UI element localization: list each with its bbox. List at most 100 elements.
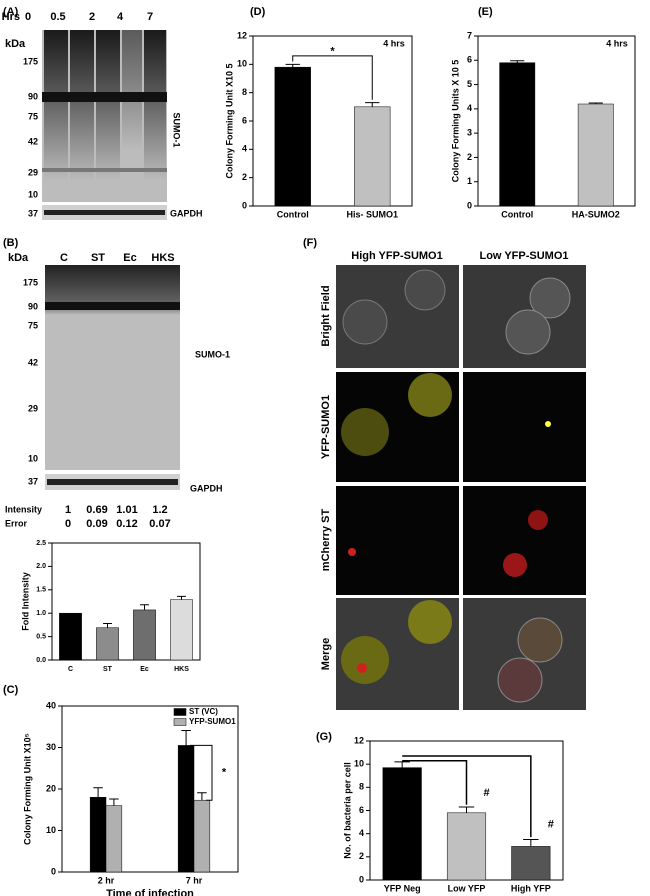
lane-label: 7 — [147, 11, 153, 23]
bar — [577, 103, 614, 207]
y-axis-label: Colony Forming Units X 10 5 — [450, 60, 460, 183]
row-label: Intensity — [5, 504, 42, 514]
error-value: 0.12 — [116, 518, 137, 530]
bracket — [190, 744, 213, 801]
panel-label: (E) — [478, 6, 493, 18]
lane-label: HKS — [151, 252, 174, 264]
bar — [446, 812, 487, 881]
error-bar — [109, 798, 119, 806]
row-label: YFP-SUMO1 — [320, 395, 332, 459]
error-bar — [93, 787, 103, 798]
y-tick-label: 1.5 — [36, 587, 46, 594]
y-tick-label: 12 — [237, 30, 247, 40]
x-tick-label: Ec — [140, 666, 149, 673]
error-bar — [177, 595, 186, 600]
intensity-value: 1.2 — [152, 504, 167, 516]
x-axis-label: Time of infection — [106, 888, 194, 896]
band-label: SUMO-1 — [195, 349, 230, 359]
marker-label: 90 — [28, 91, 38, 101]
error-bar — [285, 63, 300, 68]
x-tick-label: C — [68, 666, 73, 673]
y-tick-label: 2 — [467, 152, 472, 162]
plot-frame — [51, 542, 201, 661]
error-bar — [365, 102, 380, 107]
marker-label: 42 — [28, 357, 38, 367]
y-tick-label: 8 — [359, 782, 364, 792]
marker-label: 29 — [28, 167, 38, 177]
bar — [382, 767, 422, 881]
y-axis-label: No. of bacteria per cell — [342, 762, 352, 859]
marker-label: 90 — [28, 301, 38, 311]
bar — [193, 799, 211, 873]
y-tick-label: 5 — [467, 79, 472, 89]
blot-a — [42, 30, 167, 220]
lane-label: Ec — [123, 252, 136, 264]
intensity-value: 1 — [65, 504, 71, 516]
y-tick-label: 7 — [467, 30, 472, 40]
lane-label: 0 — [25, 11, 31, 23]
y-axis-label: Colony Forming Unit X10 5 — [224, 63, 234, 178]
marker-label: 75 — [28, 320, 38, 330]
y-tick-label: 0 — [242, 200, 247, 210]
y-axis-label: Fold Intensity — [20, 572, 30, 631]
lane-label: 4 — [117, 11, 124, 23]
y-tick-label: 2.5 — [36, 540, 46, 547]
legend-swatch — [173, 708, 187, 716]
y-tick-label: 4 — [242, 144, 247, 154]
control-label: GAPDH — [190, 483, 223, 493]
bar — [354, 106, 391, 207]
legend-label: YFP-SUMO1 — [189, 717, 236, 726]
y-tick-label: 0.0 — [36, 657, 46, 664]
marker-label: 175 — [23, 277, 38, 287]
annotation: * — [222, 766, 227, 778]
bracket — [292, 55, 373, 100]
x-tick-label: 7 hr — [186, 875, 203, 885]
error-value: 0.09 — [86, 518, 107, 530]
marker-label: 37 — [28, 208, 38, 218]
bar — [170, 599, 193, 661]
error-bar — [197, 792, 207, 801]
error-bar — [140, 604, 149, 610]
panel-label: (A) — [3, 6, 19, 18]
annotation: # — [548, 818, 554, 830]
kda-label: kDa — [5, 38, 26, 50]
y-tick-label: 40 — [46, 700, 56, 710]
blot-b — [45, 265, 180, 490]
bar — [499, 62, 536, 207]
bar — [133, 609, 156, 661]
row-label: Bright Field — [320, 285, 332, 346]
y-tick-label: 0 — [467, 200, 472, 210]
error-bar — [458, 806, 475, 813]
marker-label: 42 — [28, 136, 38, 146]
lane-label: ST — [91, 252, 105, 264]
y-tick-label: 0.5 — [36, 633, 46, 640]
y-tick-label: 4 — [467, 103, 472, 113]
x-tick-label: High YFP — [511, 883, 551, 893]
bar — [96, 627, 119, 661]
column-label: High YFP-SUMO1 — [351, 250, 442, 262]
y-tick-label: 8 — [242, 87, 247, 97]
y-tick-label: 10 — [237, 59, 247, 69]
bar — [511, 846, 551, 881]
intensity-value: 1.01 — [116, 504, 137, 516]
bar — [89, 797, 107, 873]
bar — [59, 612, 82, 661]
x-tick-label: ST — [103, 666, 113, 673]
y-tick-label: 12 — [354, 735, 364, 745]
error-value: 0.07 — [149, 518, 170, 530]
y-tick-label: 4 — [359, 828, 364, 838]
y-tick-label: 0 — [51, 866, 56, 876]
x-tick-label: HA-SUMO2 — [572, 209, 620, 219]
marker-label: 29 — [28, 403, 38, 413]
bar — [177, 745, 195, 873]
x-tick-label: YFP Neg — [384, 883, 421, 893]
plot-frame — [477, 35, 636, 207]
kda-label: kDa — [8, 252, 29, 264]
error-bar — [394, 761, 410, 768]
marker-label: 10 — [28, 453, 38, 463]
annotation: 4 hrs — [383, 38, 405, 48]
row-label: Error — [5, 518, 28, 528]
band-label: SUMO-1 — [172, 112, 182, 147]
y-tick-label: 30 — [46, 742, 56, 752]
